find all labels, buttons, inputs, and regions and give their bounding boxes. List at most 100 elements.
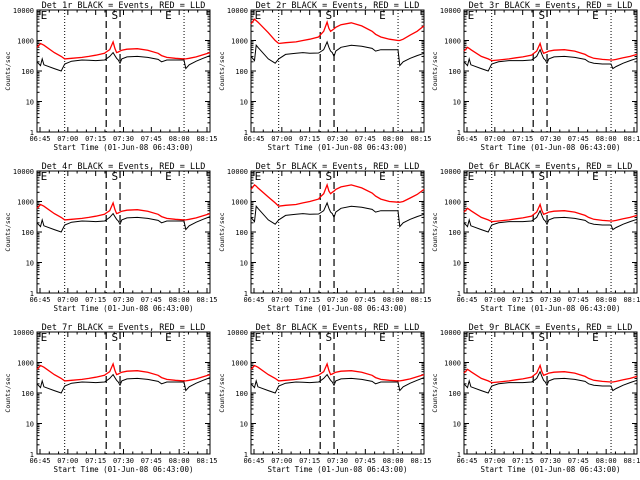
series-lld-line <box>36 39 211 60</box>
x-tick-label: 07:45 <box>141 296 162 304</box>
region-label: S <box>112 331 119 344</box>
x-tick-label: 07:15 <box>299 457 320 465</box>
y-tick-label: 10 <box>453 99 461 107</box>
x-tick-label: 07:30 <box>327 457 348 465</box>
series-events-line <box>463 209 638 233</box>
x-tick-label: 08:15 <box>623 135 640 143</box>
x-tick-label: 07:45 <box>568 135 589 143</box>
x-axis-label: Start Time (01-Jun-08 06:43:00) <box>54 304 194 313</box>
x-tick-label: 07:45 <box>568 457 589 465</box>
series-lld-line <box>463 41 638 62</box>
x-tick-label: 07:30 <box>113 296 134 304</box>
y-tick-label: 1000 <box>17 360 34 368</box>
region-label: E <box>255 331 262 344</box>
region-label: E <box>165 9 172 22</box>
region-label: S <box>112 9 119 22</box>
y-tick-label: 1 <box>30 451 34 459</box>
y-tick-label: 10000 <box>440 7 461 15</box>
y-tick-label: 1000 <box>444 360 461 368</box>
y-tick-label: 100 <box>235 229 248 237</box>
y-tick-label: 1 <box>30 290 34 298</box>
x-tick-label: 07:00 <box>484 296 505 304</box>
x-axis-label: Start Time (01-Jun-08 06:43:00) <box>268 465 408 474</box>
chart-panel-3: Det 3r BLACK = Events, RED = LLD 1 10 100 10… <box>431 1 640 152</box>
x-tick-label: 08:00 <box>383 296 404 304</box>
chart-panel-7: Det 7r BLACK = Events, RED = LLD 1 10 100 10… <box>4 323 218 474</box>
x-tick-label: 08:15 <box>196 457 217 465</box>
x-tick-label: 08:00 <box>169 457 190 465</box>
y-axis-label: Counts/sec <box>218 212 226 251</box>
x-tick-label: 06:45 <box>29 135 50 143</box>
region-label: E <box>468 331 475 344</box>
series-lld-line <box>463 202 638 223</box>
y-tick-label: 10 <box>26 421 34 429</box>
series-events-line <box>36 51 211 72</box>
x-tick-label: 07:45 <box>141 135 162 143</box>
y-tick-label: 100 <box>21 390 34 398</box>
x-tick-label: 08:00 <box>169 296 190 304</box>
region-label: S <box>326 9 333 22</box>
region-label: S <box>539 9 546 22</box>
y-tick-label: 100 <box>235 68 248 76</box>
x-tick-label: 08:00 <box>596 296 617 304</box>
x-tick-label: 06:45 <box>29 457 50 465</box>
chart-panel-1: Det 1r BLACK = Events, RED = LLD 1 10 100 10… <box>4 1 218 152</box>
region-label: E <box>468 9 475 22</box>
x-tick-label: 07:00 <box>57 457 78 465</box>
y-tick-label: 1 <box>30 129 34 137</box>
region-label: E <box>165 170 172 183</box>
y-tick-label: 1000 <box>231 199 248 207</box>
x-tick-label: 08:15 <box>623 457 640 465</box>
x-tick-label: 06:45 <box>456 457 477 465</box>
x-axis-label: Start Time (01-Jun-08 06:43:00) <box>481 143 621 152</box>
chart-title: Det 2r BLACK = Events, RED = LLD <box>256 1 420 11</box>
x-tick-label: 08:00 <box>383 457 404 465</box>
series-lld-line <box>36 361 211 382</box>
y-axis-label: Counts/sec <box>218 373 226 412</box>
y-tick-label: 1 <box>457 129 461 137</box>
series-events-line <box>463 48 638 72</box>
x-tick-label: 07:30 <box>540 457 561 465</box>
y-tick-label: 10 <box>26 99 34 107</box>
series-lld-line <box>250 18 425 45</box>
y-tick-label: 10000 <box>227 329 248 337</box>
x-tick-label: 08:15 <box>623 296 640 304</box>
chart-panel-4: Det 4r BLACK = Events, RED = LLD 1 10 100 10… <box>4 162 218 313</box>
x-tick-label: 07:45 <box>355 457 376 465</box>
y-tick-label: 10 <box>26 260 34 268</box>
chart-title: Det 7r BLACK = Events, RED = LLD <box>42 323 206 333</box>
y-tick-label: 100 <box>448 390 461 398</box>
x-tick-label: 07:00 <box>271 457 292 465</box>
x-tick-label: 07:15 <box>299 296 320 304</box>
chart-title: Det 1r BLACK = Events, RED = LLD <box>42 1 206 11</box>
y-tick-label: 10 <box>453 421 461 429</box>
region-label: E <box>468 170 475 183</box>
series-events-line <box>36 373 211 394</box>
series-events-line <box>250 40 425 67</box>
y-axis-label: Counts/sec <box>4 51 12 90</box>
x-tick-label: 07:15 <box>512 135 533 143</box>
region-label: S <box>112 170 119 183</box>
x-tick-label: 07:45 <box>141 457 162 465</box>
series-lld-line <box>36 200 211 221</box>
y-tick-label: 10000 <box>13 329 34 337</box>
x-tick-label: 07:30 <box>113 457 134 465</box>
chart-title: Det 3r BLACK = Events, RED = LLD <box>469 1 633 11</box>
region-label: S <box>539 331 546 344</box>
region-label: E <box>379 9 386 22</box>
x-tick-label: 07:15 <box>85 296 106 304</box>
y-axis-label: Counts/sec <box>431 373 439 412</box>
x-tick-label: 07:15 <box>299 135 320 143</box>
x-tick-label: 06:45 <box>243 296 264 304</box>
y-tick-label: 100 <box>21 68 34 76</box>
x-tick-label: 07:00 <box>271 296 292 304</box>
y-tick-label: 100 <box>21 229 34 237</box>
y-tick-label: 100 <box>448 68 461 76</box>
x-tick-label: 07:00 <box>484 135 505 143</box>
x-tick-label: 06:45 <box>29 296 50 304</box>
chart-title: Det 4r BLACK = Events, RED = LLD <box>42 162 206 172</box>
region-label: E <box>592 9 599 22</box>
region-label: E <box>41 331 48 344</box>
x-tick-label: 07:30 <box>113 135 134 143</box>
